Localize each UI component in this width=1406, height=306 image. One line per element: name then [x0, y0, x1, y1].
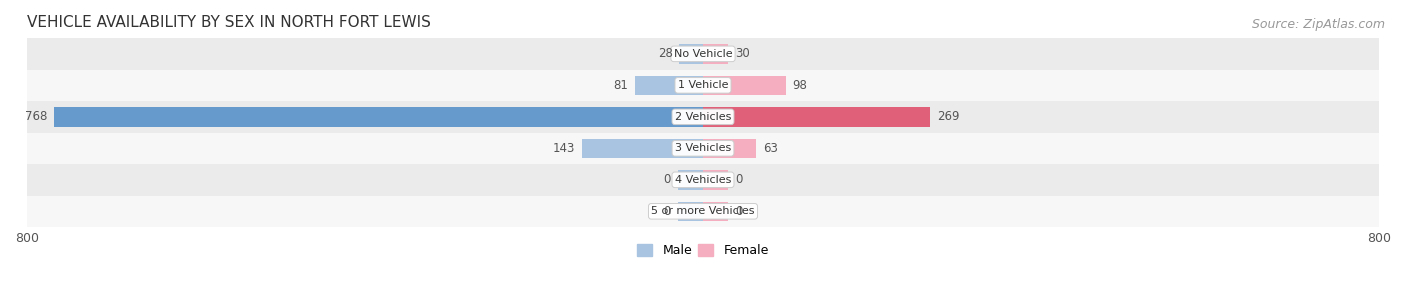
Bar [679, 44, 703, 64]
Bar [27, 196, 1379, 227]
Text: 0: 0 [664, 173, 671, 186]
Bar [634, 76, 703, 95]
Legend: Male, Female: Male, Female [633, 239, 773, 262]
Bar [678, 202, 703, 221]
Bar [703, 76, 786, 95]
Text: 3 Vehicles: 3 Vehicles [675, 143, 731, 153]
Bar [703, 44, 728, 64]
Text: Source: ZipAtlas.com: Source: ZipAtlas.com [1251, 18, 1385, 31]
Text: 4 Vehicles: 4 Vehicles [675, 175, 731, 185]
Text: 2 Vehicles: 2 Vehicles [675, 112, 731, 122]
Bar [27, 38, 1379, 69]
Text: 98: 98 [793, 79, 807, 92]
Bar [703, 170, 728, 190]
Bar [53, 107, 703, 127]
Bar [703, 202, 728, 221]
Bar [27, 164, 1379, 196]
Text: 0: 0 [664, 205, 671, 218]
Text: 5 or more Vehicles: 5 or more Vehicles [651, 206, 755, 216]
Text: 269: 269 [936, 110, 959, 123]
Bar [27, 132, 1379, 164]
Text: 768: 768 [25, 110, 48, 123]
Text: VEHICLE AVAILABILITY BY SEX IN NORTH FORT LEWIS: VEHICLE AVAILABILITY BY SEX IN NORTH FOR… [27, 15, 430, 30]
Text: 1 Vehicle: 1 Vehicle [678, 80, 728, 90]
Bar [703, 107, 931, 127]
Text: 28: 28 [658, 47, 672, 60]
Text: 0: 0 [735, 173, 742, 186]
Text: 30: 30 [735, 47, 749, 60]
Text: 81: 81 [613, 79, 628, 92]
Bar [27, 69, 1379, 101]
Text: 63: 63 [763, 142, 778, 155]
Text: 0: 0 [735, 205, 742, 218]
Text: No Vehicle: No Vehicle [673, 49, 733, 59]
Bar [678, 170, 703, 190]
Bar [27, 101, 1379, 132]
Bar [582, 139, 703, 158]
Bar [703, 139, 756, 158]
Text: 143: 143 [553, 142, 575, 155]
